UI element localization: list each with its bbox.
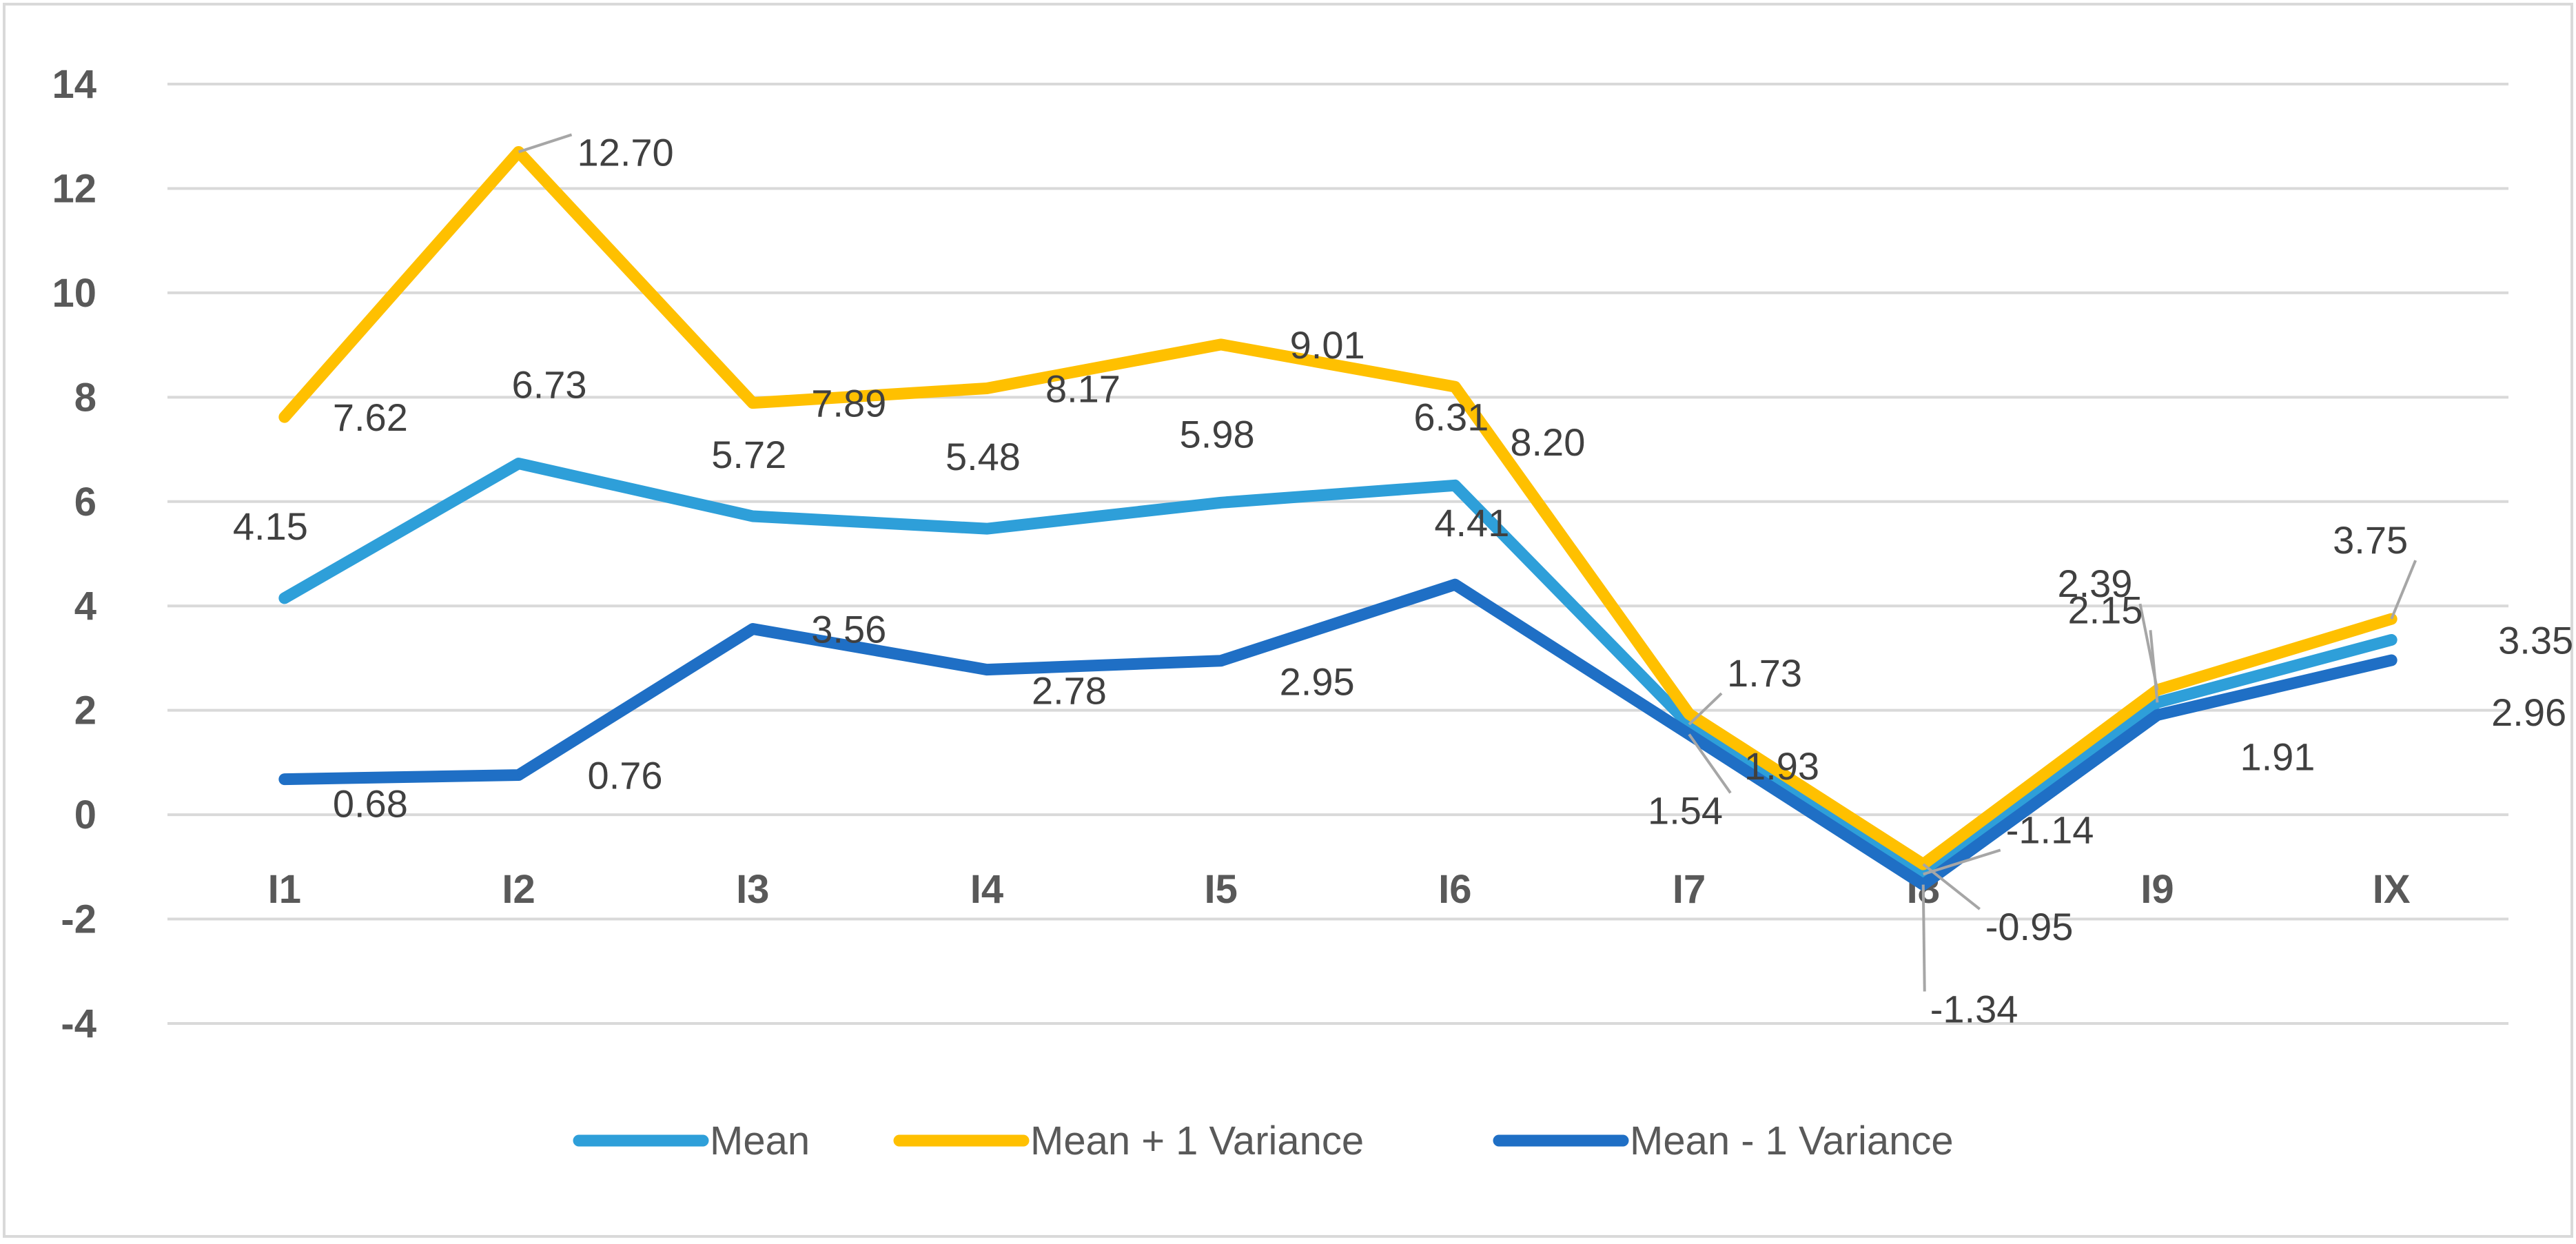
leader-line (2390, 560, 2417, 620)
legend-label: Mean + 1 Variance (1030, 1119, 1364, 1163)
data-point (517, 773, 520, 777)
data-label: 2.39 (2057, 562, 2132, 605)
data-label: 1.93 (1744, 744, 1819, 788)
data-label: 3.35 (2498, 618, 2573, 662)
data-label: 6.73 (512, 363, 587, 407)
data-label: 5.98 (1180, 412, 1255, 456)
data-labels: 4.15 6.73 5.72 5.48 5.98 6.31 1.73 -1.14 2.15 3.3… (233, 130, 2573, 1030)
x-tick-label: I5 (1204, 867, 1237, 912)
leader-line (1688, 733, 1732, 794)
leader-line (1921, 884, 1926, 992)
series-lines (278, 145, 2398, 891)
y-tick-label: 14 (52, 62, 96, 107)
data-label: 12.70 (577, 130, 674, 174)
data-label: -1.14 (2006, 808, 2094, 851)
data-point (283, 596, 286, 600)
data-label: 2.78 (1032, 669, 1107, 713)
data-point (283, 416, 286, 419)
x-tick-label: I6 (1438, 867, 1471, 912)
y-tick-label: -4 (61, 1001, 96, 1046)
data-label: 8.20 (1510, 420, 1585, 464)
data-label: 5.72 (711, 433, 786, 476)
data-label: 4.15 (233, 504, 308, 548)
leader-line (1688, 692, 1723, 726)
leader-line (1922, 863, 1981, 910)
data-label: 7.89 (811, 382, 886, 425)
y-tick-label: 8 (74, 375, 96, 420)
data-point (517, 462, 520, 465)
x-tick-label: I7 (1673, 867, 1706, 912)
data-label: 3.75 (2333, 518, 2408, 562)
y-axis-ticks: 14 12 10 8 6 4 2 0 -2 -4 (52, 62, 96, 1046)
leader-line (1923, 848, 2001, 876)
x-tick-label: I3 (736, 867, 769, 912)
data-label: 7.62 (333, 396, 408, 439)
data-point (1219, 343, 1223, 346)
leader-lines (518, 133, 2417, 992)
x-tick-label: I2 (502, 867, 535, 912)
data-label: 2.96 (2491, 691, 2566, 734)
x-tick-label: IX (2373, 867, 2411, 912)
data-point (2390, 638, 2393, 642)
y-tick-label: 2 (74, 689, 96, 733)
x-tick-label: I1 (268, 867, 301, 912)
data-label: 1.73 (1727, 651, 1802, 695)
leader-line (518, 133, 573, 154)
data-label: 0.76 (588, 754, 663, 797)
legend-label: Mean (710, 1119, 810, 1163)
series-line-2 (278, 578, 2398, 891)
y-tick-label: 0 (74, 793, 96, 837)
data-point (2390, 658, 2393, 662)
data-label: 2.95 (1280, 660, 1355, 704)
data-point (985, 527, 988, 531)
legend-label: Mean - 1 Variance (1630, 1119, 1954, 1163)
data-label: 5.48 (945, 435, 1021, 478)
data-point (283, 777, 286, 781)
y-tick-label: 12 (52, 166, 96, 211)
x-axis-ticks: I1 I2 I3 I4 I5 I6 I7 I8 I9 IX (268, 867, 2411, 912)
data-point (751, 514, 755, 518)
series-line-0 (278, 458, 2398, 880)
data-point (1453, 385, 1457, 389)
data-label: -0.95 (1985, 905, 2074, 948)
data-label: 1.54 (1648, 788, 1723, 832)
data-label: 8.17 (1045, 367, 1121, 410)
data-label: -1.34 (1930, 988, 2018, 1031)
data-point (1688, 712, 1691, 715)
series-line-1 (278, 145, 2398, 870)
y-tick-label: 6 (74, 480, 96, 524)
x-tick-label: I9 (2140, 867, 2174, 912)
data-point (1453, 583, 1457, 587)
data-label: 3.56 (811, 608, 886, 651)
data-point (1219, 501, 1223, 504)
data-label: 9.01 (1290, 323, 1365, 367)
data-label: 0.68 (333, 782, 408, 826)
y-tick-label: 4 (74, 584, 96, 629)
data-label: 4.41 (1434, 501, 1509, 544)
data-point (1453, 484, 1457, 487)
data-point (985, 668, 988, 671)
data-point (1219, 659, 1223, 662)
leader-line (2138, 603, 2159, 691)
data-point (751, 627, 755, 631)
y-tick-label: -2 (61, 897, 96, 942)
y-tick-label: 10 (52, 271, 96, 316)
data-point (2156, 713, 2159, 717)
data-label: 1.91 (2240, 735, 2315, 778)
data-point (751, 401, 755, 405)
data-label: 6.31 (1413, 395, 1489, 438)
legend: Mean Mean + 1 Variance Mean - 1 Variance (573, 1119, 1954, 1163)
x-tick-label: I4 (970, 867, 1003, 912)
data-point (985, 387, 988, 390)
data-label: 2.15 (2067, 588, 2143, 631)
